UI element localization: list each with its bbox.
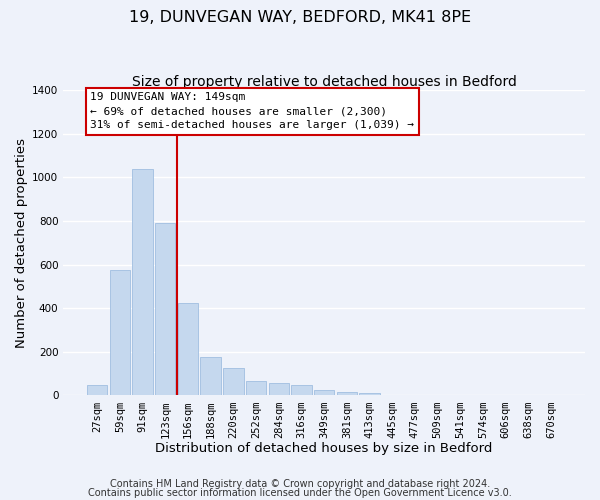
Text: Contains public sector information licensed under the Open Government Licence v3: Contains public sector information licen… [88,488,512,498]
Y-axis label: Number of detached properties: Number of detached properties [15,138,28,348]
Bar [382,394,403,396]
Bar [133,168,153,396]
Bar [337,392,357,396]
Text: 19 DUNVEGAN WAY: 149sqm
← 69% of detached houses are smaller (2,300)
31% of semi: 19 DUNVEGAN WAY: 149sqm ← 69% of detache… [91,92,415,130]
Bar [246,382,266,396]
Bar [359,394,380,396]
Bar [269,384,289,396]
Text: 19, DUNVEGAN WAY, BEDFORD, MK41 8PE: 19, DUNVEGAN WAY, BEDFORD, MK41 8PE [129,10,471,25]
Bar [155,223,175,396]
Text: Contains HM Land Registry data © Crown copyright and database right 2024.: Contains HM Land Registry data © Crown c… [110,479,490,489]
Bar [178,303,198,396]
Bar [200,356,221,396]
Bar [223,368,244,396]
Bar [87,384,107,396]
Bar [314,390,334,396]
Bar [110,270,130,396]
X-axis label: Distribution of detached houses by size in Bedford: Distribution of detached houses by size … [155,442,493,455]
Bar [291,384,311,396]
Title: Size of property relative to detached houses in Bedford: Size of property relative to detached ho… [132,75,517,89]
